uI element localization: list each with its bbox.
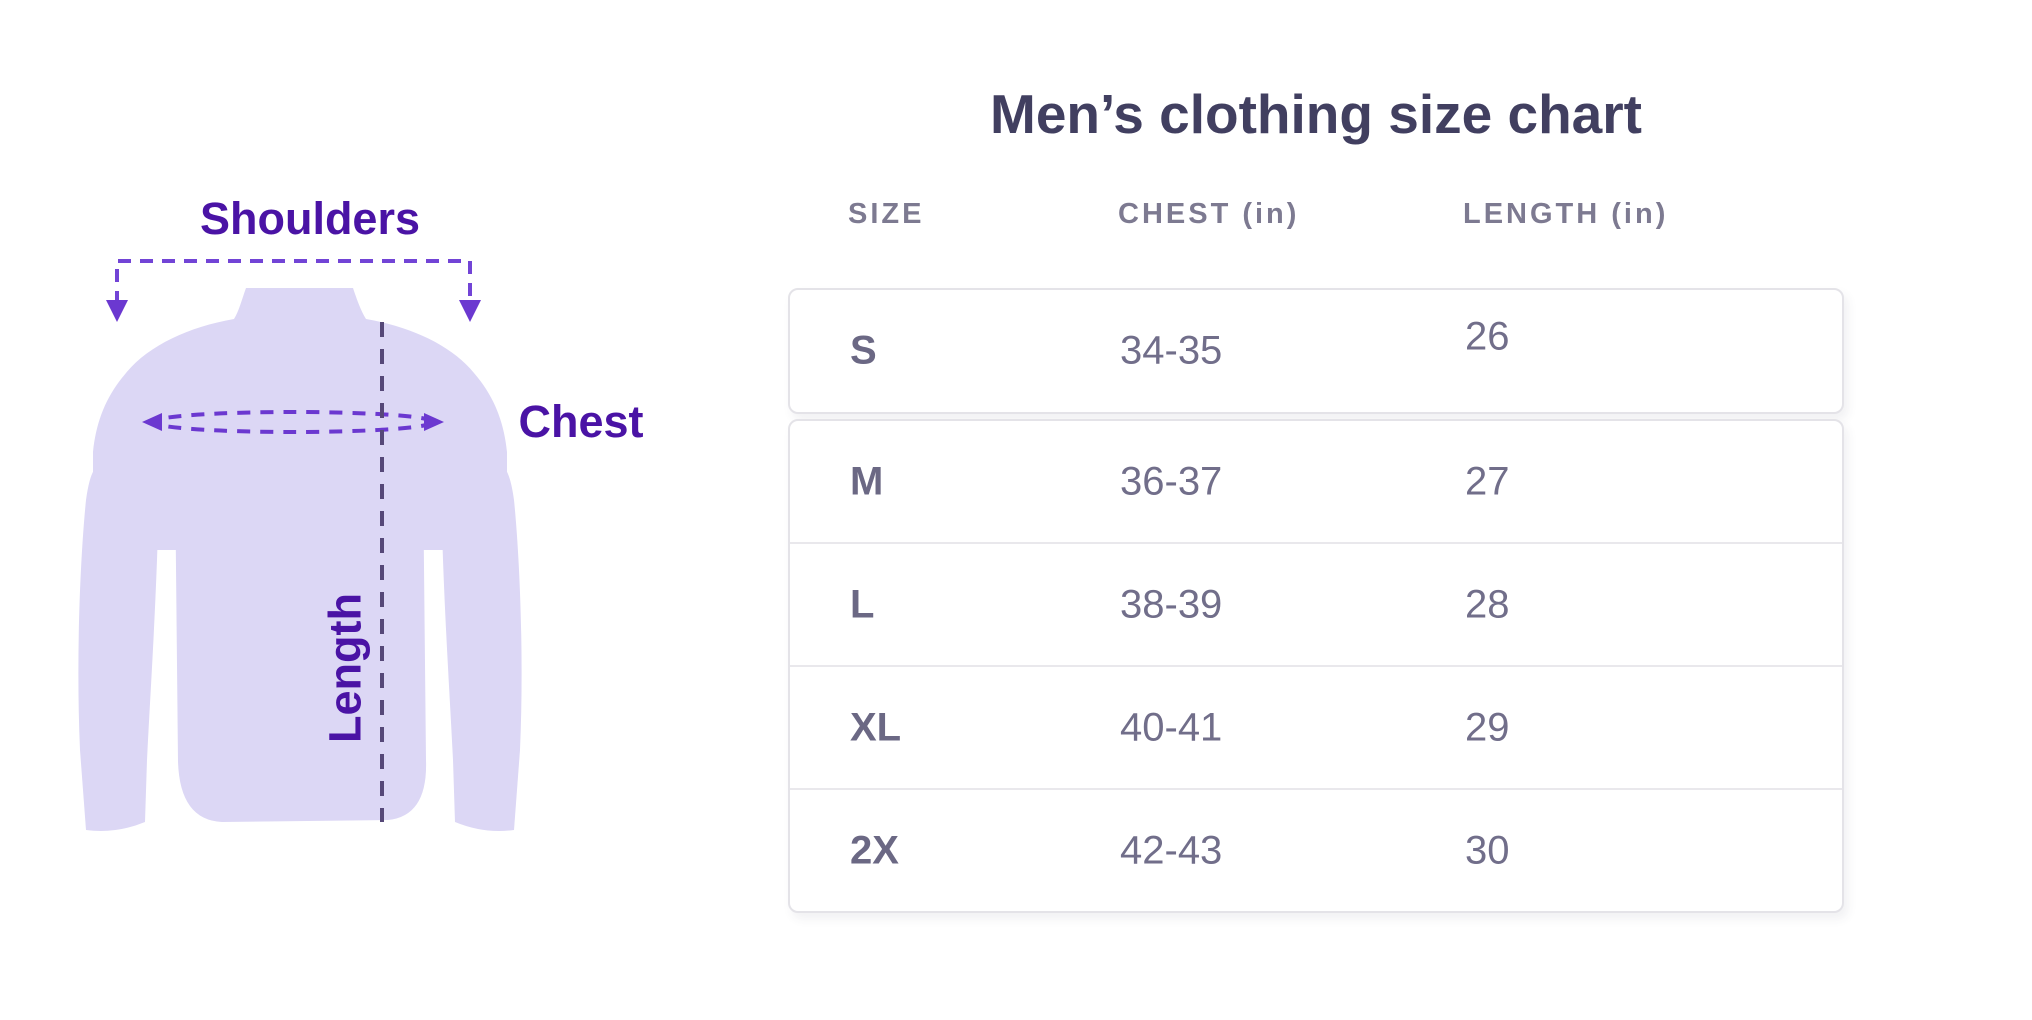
size-cell: S xyxy=(850,328,877,373)
length-cell: 30 xyxy=(1465,828,1510,872)
column-header-length: LENGTH (in) xyxy=(1463,198,1669,230)
chest-cell: 38-39 xyxy=(1120,582,1223,626)
table-row-m: M 36-37 27 xyxy=(790,421,1842,542)
table-row-l: L 38-39 28 xyxy=(790,542,1842,665)
column-header-chest: CHEST (in) xyxy=(1118,198,1300,230)
shirt-illustration: Shoulders Chest Length xyxy=(78,193,644,831)
chest-cell: 40-41 xyxy=(1120,705,1223,749)
size-cell: M xyxy=(850,459,884,503)
length-cell: 28 xyxy=(1465,582,1510,626)
shirt-measurement-diagram: Shoulders Chest Length xyxy=(40,130,660,870)
table-card-rest: M 36-37 27 L 38-39 28 XL 40-41 29 2X 42-… xyxy=(788,419,1844,913)
column-header-size: SIZE xyxy=(848,198,925,230)
length-cell: 29 xyxy=(1465,705,1510,749)
length-cell: 27 xyxy=(1465,459,1510,503)
chest-label: Chest xyxy=(518,396,643,447)
size-cell: 2X xyxy=(850,828,899,872)
page-title: Men’s clothing size chart xyxy=(990,83,1642,145)
chest-cell: 36-37 xyxy=(1120,459,1223,503)
shirt-torso xyxy=(175,470,427,822)
table-row-s: S 34-35 26 xyxy=(790,290,1842,412)
length-label: Length xyxy=(320,593,371,743)
size-chart-panel: Men’s clothing size chart SIZE CHEST (in… xyxy=(788,0,1844,1020)
shoulders-arrow-left-icon xyxy=(106,300,128,322)
table-row-2x: 2X 42-43 30 xyxy=(790,788,1842,911)
chest-cell: 34-35 xyxy=(1120,328,1223,373)
shoulders-arrow-right-icon xyxy=(459,300,481,322)
shirt-right-sleeve xyxy=(440,470,522,831)
length-cell: 26 xyxy=(1465,314,1510,359)
shirt-left-sleeve xyxy=(78,470,160,831)
table-card-first: S 34-35 26 xyxy=(788,288,1844,414)
size-cell: XL xyxy=(850,705,902,749)
chest-cell: 42-43 xyxy=(1120,828,1223,872)
table-header-row: SIZE CHEST (in) LENGTH (in) xyxy=(788,198,1844,234)
chest-arrow-right-icon xyxy=(424,413,444,431)
shoulders-label: Shoulders xyxy=(200,193,420,244)
table-row-xl: XL 40-41 29 xyxy=(790,665,1842,788)
chest-arrow-left-icon xyxy=(142,413,162,431)
size-cell: L xyxy=(850,582,875,626)
